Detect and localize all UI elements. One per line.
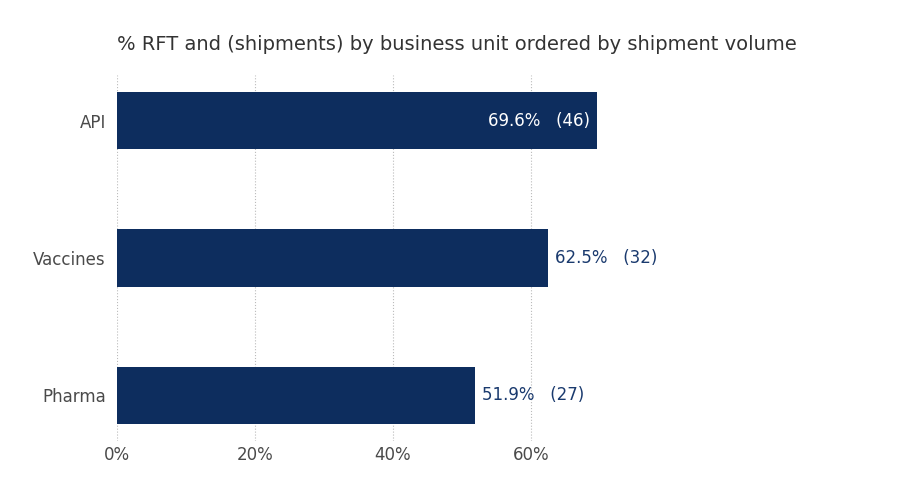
Text: 62.5%   (32): 62.5% (32)	[555, 249, 658, 267]
Bar	[117, 229, 548, 287]
Bar	[117, 92, 598, 149]
Text: 69.6%   (46): 69.6% (46)	[489, 112, 590, 130]
Text: 51.9%   (27): 51.9% (27)	[482, 386, 584, 404]
Bar	[117, 367, 475, 424]
Text: % RFT and (shipments) by business unit ordered by shipment volume: % RFT and (shipments) by business unit o…	[117, 35, 796, 54]
